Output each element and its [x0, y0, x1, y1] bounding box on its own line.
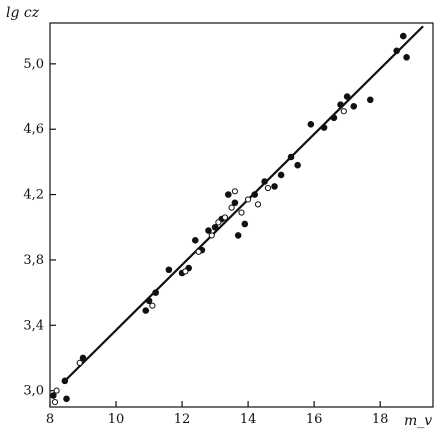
- open-data-point: [231, 188, 238, 195]
- open-data-point: [340, 108, 347, 115]
- open-data-point: [254, 201, 262, 208]
- filled-data-point: [205, 227, 212, 234]
- x-axis-title: m_v: [404, 413, 432, 429]
- filled-data-point: [241, 220, 249, 228]
- y-axis-ticks: 3,0 3,4 3,8 4,2 4,6 5,0: [23, 57, 56, 399]
- filled-data-point: [343, 93, 351, 100]
- filled-data-point: [142, 307, 150, 314]
- open-data-point: [215, 219, 222, 226]
- filled-data-point: [234, 232, 242, 239]
- filled-data-point: [271, 183, 278, 190]
- filled-data-point: [50, 392, 57, 399]
- filled-data-point: [63, 395, 70, 403]
- x-tick-label: 8: [46, 412, 54, 427]
- filled-data-point: [350, 103, 358, 110]
- filled-data-point: [165, 266, 173, 274]
- fit-line: [65, 25, 424, 381]
- filled-data-point: [251, 191, 259, 198]
- filled-data-point: [403, 54, 410, 61]
- y-tick-label: 3,0: [23, 384, 44, 399]
- open-data-point: [51, 398, 59, 406]
- plot-frame: [49, 22, 434, 408]
- filled-data-point: [287, 153, 295, 161]
- x-tick-label: 12: [174, 412, 191, 427]
- filled-data-point: [211, 223, 219, 231]
- open-data-point: [245, 196, 252, 203]
- filled-data-point: [231, 199, 239, 207]
- open-data-point: [264, 184, 272, 192]
- filled-data-point: [399, 32, 407, 40]
- y-tick-label: 3,4: [23, 318, 44, 333]
- x-tick-label: 14: [240, 412, 257, 427]
- open-data-point: [195, 248, 202, 255]
- filled-data-point: [294, 161, 301, 169]
- open-data-point: [76, 359, 83, 366]
- filled-data-point: [224, 191, 232, 198]
- filled-data-point: [337, 101, 344, 109]
- filled-data-point: [393, 47, 400, 55]
- x-tick-label: 10: [108, 412, 125, 427]
- y-tick-label: 4,6: [23, 122, 44, 137]
- filled-data-point: [191, 237, 199, 244]
- filled-data-point: [366, 96, 374, 104]
- open-data-point: [221, 214, 229, 221]
- x-axis-ticks: 8 10 12 14 16 18: [46, 401, 389, 427]
- filled-data-point: [277, 171, 285, 179]
- filled-data-point: [152, 289, 159, 296]
- data-points: [50, 32, 410, 406]
- filled-data-point: [145, 297, 153, 305]
- y-tick-label: 4,2: [23, 188, 44, 203]
- filled-data-point: [320, 124, 328, 131]
- open-data-point: [182, 268, 189, 275]
- y-tick-label: 5,0: [23, 57, 44, 72]
- filled-data-point: [261, 178, 268, 185]
- filled-data-point: [61, 377, 69, 385]
- open-data-point: [53, 387, 60, 394]
- open-data-point: [149, 302, 156, 309]
- open-data-point: [238, 209, 245, 216]
- y-axis-title: lg cz: [6, 5, 40, 21]
- filled-data-point: [79, 354, 87, 362]
- open-data-point: [208, 232, 215, 239]
- filled-data-point: [307, 121, 315, 128]
- x-tick-label: 18: [372, 412, 389, 427]
- x-tick-label: 16: [306, 412, 323, 427]
- open-data-point: [228, 204, 235, 211]
- filled-data-point: [330, 114, 338, 122]
- y-tick-label: 3,8: [23, 253, 44, 268]
